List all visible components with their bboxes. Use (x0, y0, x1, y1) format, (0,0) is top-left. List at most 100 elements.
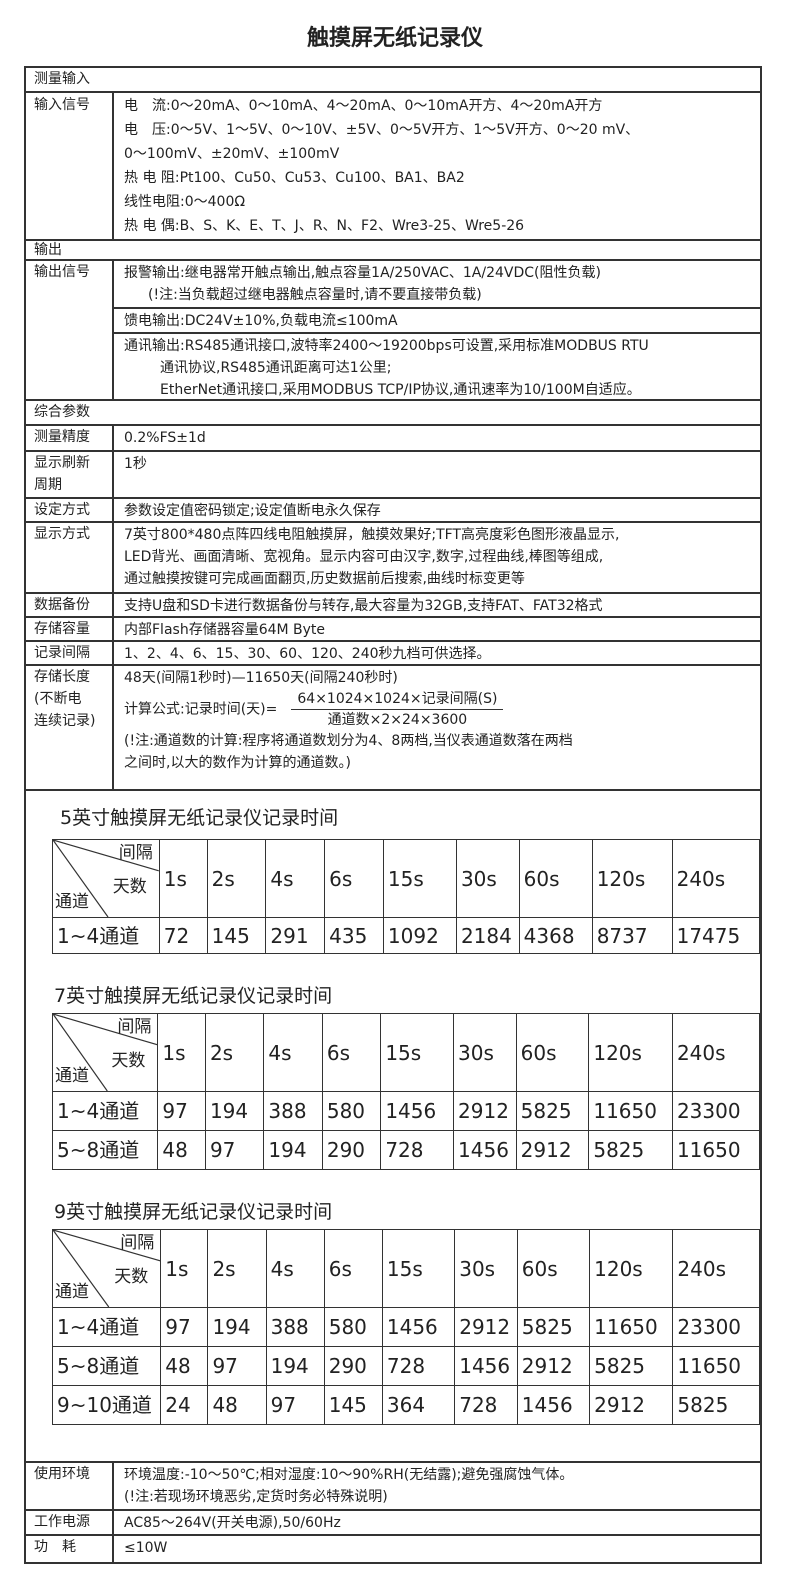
column-header: 60s (516, 1229, 591, 1308)
cell-value: 17475 (671, 917, 761, 954)
denominator: 通道数×2×24×3600 (327, 712, 468, 728)
row-value: 电 流:0～20mA、0～10mA、4～20mA、0～10mA开方、4～20mA… (114, 93, 760, 239)
table-row: 5~8通道 48 97 194 290 728 1456 2912 5825 11650 (51, 1130, 761, 1170)
cell-value: 2912 (589, 1385, 674, 1425)
column-header: 240s (672, 1229, 760, 1308)
column-header: 120s (589, 1229, 674, 1308)
row-label: 1~4通道 (52, 917, 160, 954)
row-label: 数据备份 (26, 594, 114, 616)
column-header: 4s (265, 839, 326, 918)
label-line: 存储长度 (34, 669, 90, 685)
column-header: 30s (453, 1013, 517, 1092)
cell-value: 48 (157, 1130, 206, 1170)
cell-value: 194 (207, 1307, 267, 1347)
cell-value: 11650 (672, 1346, 760, 1386)
cell-value: 97 (157, 1091, 206, 1131)
cell-value: 388 (263, 1091, 323, 1131)
cell-value: 11650 (588, 1091, 673, 1131)
row-value: 48天(间隔1秒时)—11650天(间隔240秒时) 计算公式:记录时间(天)=… (114, 666, 760, 789)
cell-value: 8737 (591, 917, 673, 954)
row-value: 参数设定值密码锁定;设定值断电永久保存 (124, 503, 381, 519)
column-header: 2s (207, 1229, 267, 1308)
cell-value: 1456 (516, 1385, 591, 1425)
record-time-table: 间隔 天数 通道 1s 2s 4s 6s 15s 30s 60s 120s 240s 1~4通道 97 19… (51, 1013, 761, 1170)
row-label: 功 耗 (26, 1536, 114, 1562)
diagonal-header-cell: 间隔 天数 通道 (52, 839, 160, 918)
row-backup: 数据备份 支持U盘和SD卡进行数据备份与转存,最大容量为32GB,支持FAT、FA… (26, 594, 760, 618)
header-days: 天数 (111, 1051, 146, 1071)
cell-value: 72 (158, 917, 208, 954)
ethernet-text: EtherNet通讯接口,采用MODBUS TCP/IP协议,通讯速率为10/1… (160, 382, 641, 398)
table-row: 1~4通道 97 194 388 580 1456 2912 5825 11650 23300 (51, 1091, 761, 1131)
formula-label: 计算公式:记录时间(天)= (124, 701, 278, 718)
row-label: 输出信号 (26, 261, 114, 399)
table-title: 5英寸触摸屏无纸记录仪记录时间 (60, 807, 339, 829)
comm-text: 通讯输出:RS485通讯接口,波特率2400～19200bps可设置,采用标准M… (124, 338, 649, 354)
cell-value: 23300 (671, 1091, 761, 1131)
row-setting: 设定方式 参数设定值密码锁定;设定值断电永久保存 (26, 499, 760, 523)
row-storage: 存储容量 内部Flash存储器容量64M Byte (26, 618, 760, 642)
cell-value: 97 (160, 1307, 209, 1347)
cell-value: 580 (323, 1307, 383, 1347)
diagonal-header-cell: 间隔 天数 通道 (51, 1013, 159, 1092)
column-header: 4s (263, 1013, 323, 1092)
comm-text-2: 通讯协议,RS485通讯距离可达1公里; (160, 360, 392, 376)
cell-value: 145 (323, 1385, 383, 1425)
voltage-line: 电 压:0～5V、1～5V、0～10V、±5V、0～5V开方、1～5V开方、0～… (124, 122, 640, 138)
column-header: 30s (454, 1229, 518, 1308)
diagonal-lines (53, 1230, 160, 1307)
header-channel: 通道 (55, 1066, 89, 1086)
table-row: 5~8通道 48 97 194 290 728 1456 2912 5825 11650 (51, 1346, 760, 1386)
label-line: 连续记录) (34, 713, 96, 729)
section-general: 综合参数 (26, 401, 760, 426)
cell-value: 2912 (454, 1307, 518, 1347)
thermocouple-line: 热 电 偶:B、S、K、E、T、J、R、N、F2、Wre3-25、Wre5-26 (124, 218, 525, 234)
cell-value: 1456 (453, 1130, 517, 1170)
cell-value: 11650 (671, 1130, 761, 1170)
cell-value: 194 (265, 1346, 325, 1386)
record-time-tables: 5英寸触摸屏无纸记录仪记录时间 间隔 天数 通道 1s 2s 4s 6s 15s 30s 60s 12… (26, 791, 761, 1463)
section-input: 测量输入 (26, 68, 760, 93)
display-line: LED背光、画面清晰、宽视角。显示内容可由汉字,数字,过程曲线,棒图等组成, (124, 549, 604, 565)
cell-value: 5825 (588, 1130, 673, 1170)
row-label: 显示方式 (26, 523, 114, 592)
row-consumption: 功 耗 ≤10W (26, 1536, 760, 1562)
rtd-line: 热 电 阻:Pt100、Cu50、Cu53、Cu100、BA1、BA2 (124, 170, 465, 186)
row-label: 显示刷新 周期 (26, 452, 114, 497)
formula: 计算公式:记录时间(天)= 64×1024×1024×记录间隔(S) 通道数×2×2… (124, 689, 750, 730)
cell-value: 2912 (453, 1091, 517, 1131)
env-note: (!注:若现场环境恶劣,定货时务必特殊说明) (124, 1489, 388, 1505)
header-days: 天数 (114, 1267, 149, 1287)
row-label: 1~4通道 (51, 1307, 162, 1347)
row-label: 工作电源 (26, 1511, 114, 1534)
cell-value: 1456 (380, 1091, 455, 1131)
record-time-table: 间隔 天数 通道 1s 2s 4s 6s 15s 30s 60s 120s 240s 1~4通道 97 19… (51, 1229, 760, 1425)
section-label: 综合参数 (34, 404, 90, 420)
row-value: 支持U盘和SD卡进行数据备份与转存,最大容量为32GB,支持FAT、FAT32格… (124, 598, 603, 614)
column-header: 1s (157, 1013, 206, 1092)
feed-output: 馈电输出:DC24V±10%,负载电流≤100mA (114, 309, 760, 334)
cell-value: 23300 (672, 1307, 760, 1347)
column-header: 4s (265, 1229, 325, 1308)
table-row: 9~10通道 24 48 97 145 364 728 1456 2912 5825 (51, 1385, 760, 1425)
cell-value: 4368 (518, 917, 593, 954)
cell-value: 290 (321, 1130, 382, 1170)
header-channel: 通道 (55, 892, 89, 912)
column-header: 15s (382, 839, 457, 918)
row-label: 记录间隔 (26, 642, 114, 664)
section-label: 输出 (34, 242, 62, 258)
column-header: 60s (518, 839, 593, 918)
column-header: 240s (671, 1013, 761, 1092)
column-header: 2s (206, 839, 267, 918)
row-input-signal: 输入信号 电 流:0～20mA、0～10mA、4～20mA、0～10mA开方、4… (26, 93, 760, 241)
cell-value: 728 (454, 1385, 518, 1425)
column-header: 30s (455, 839, 520, 918)
cell-value: 580 (321, 1091, 382, 1131)
cell-value: 728 (381, 1346, 456, 1386)
page-title: 触摸屏无纸记录仪 (306, 26, 483, 51)
row-value: 环境温度:-10～50℃;相对湿度:10～90%RH(无结露);避免强腐蚀气体。… (114, 1463, 760, 1509)
row-label: 5~8通道 (51, 1130, 159, 1170)
cell-value: 194 (204, 1091, 265, 1131)
diagonal-lines (53, 840, 159, 917)
